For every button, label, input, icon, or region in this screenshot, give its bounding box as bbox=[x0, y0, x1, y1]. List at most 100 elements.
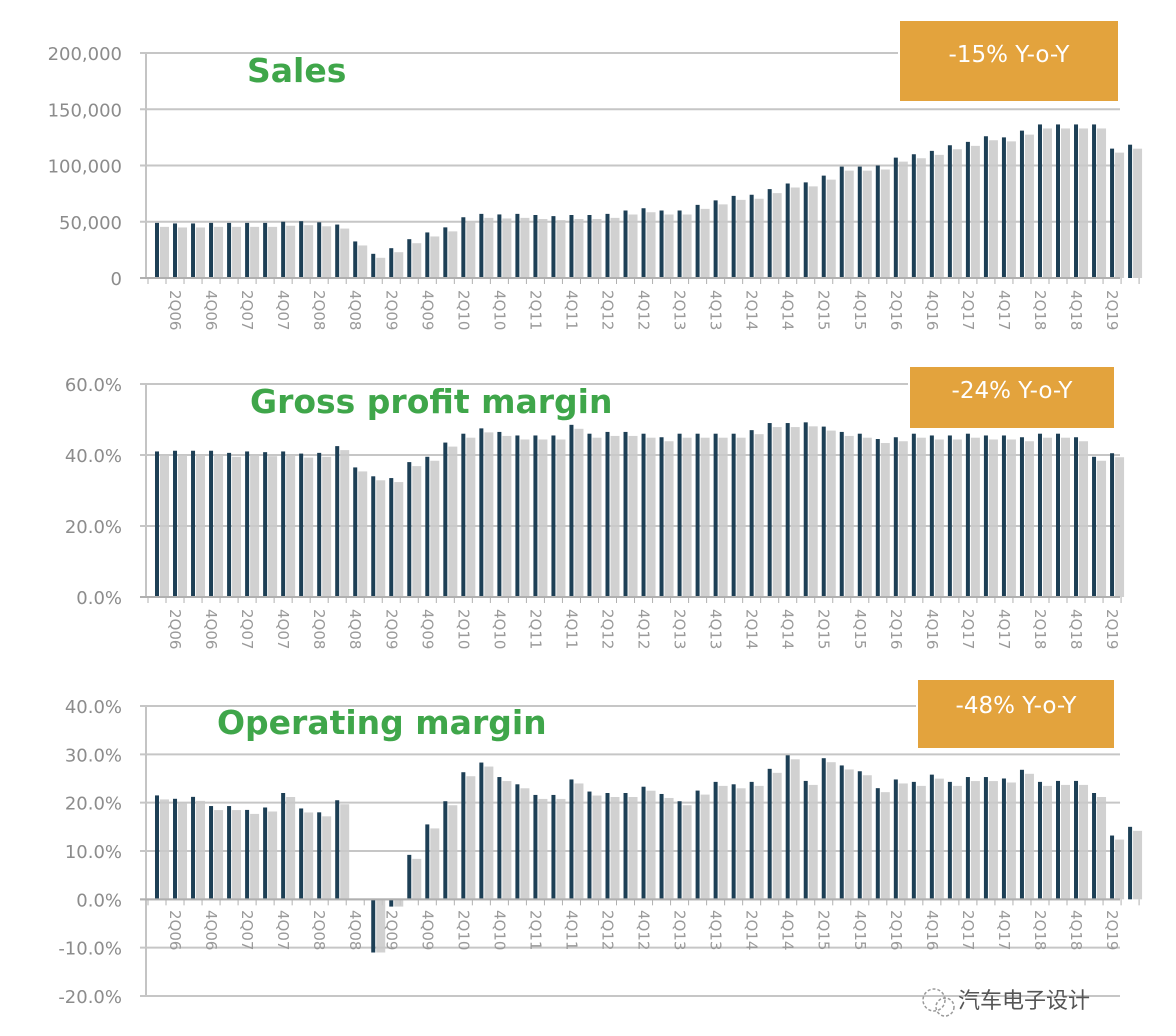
x-tick-label: 4Q17 bbox=[995, 609, 1013, 649]
bar-1Q07: 1Q07: 19.3 bbox=[227, 806, 232, 900]
bar-shadow bbox=[682, 805, 692, 900]
bar-shadow bbox=[880, 443, 890, 597]
bar-2Q14: 2Q14: 24.3 bbox=[749, 781, 754, 900]
bar-2Q06: 2Q06: 20.8 bbox=[173, 798, 178, 900]
y-tick-label: 0.0% bbox=[76, 588, 122, 609]
bar-2Q19: 2Q19: 40.5 bbox=[1110, 453, 1115, 597]
bar-shadow bbox=[502, 218, 512, 278]
bar-3Q07: 3Q07: 19 bbox=[263, 807, 268, 900]
x-tick-label: 4Q13 bbox=[707, 910, 725, 950]
bar-2Q16: 2Q16: 24.8 bbox=[893, 779, 898, 900]
bar-1Q12: 1Q12: 56000 bbox=[587, 215, 592, 278]
x-tick-label: 4Q14 bbox=[779, 910, 797, 950]
gross-margin-yoy-text: -24% Y-o-Y bbox=[952, 378, 1074, 404]
bar-shadow bbox=[664, 214, 674, 278]
bar-shadow bbox=[394, 482, 404, 597]
bar-shadow bbox=[754, 434, 764, 597]
sales-yoy-text: -15% Y-o-Y bbox=[949, 42, 1071, 68]
x-tick-label: 2Q17 bbox=[959, 910, 977, 950]
bar-3Q15: 3Q15: 46.5 bbox=[839, 431, 844, 597]
x-tick-label: 4Q12 bbox=[635, 290, 653, 330]
x-tick-label: 2Q18 bbox=[1031, 910, 1049, 950]
x-tick-label: 2Q18 bbox=[1031, 290, 1049, 330]
bar-3Q14: 3Q14: 27 bbox=[767, 768, 772, 900]
bar-shadow bbox=[160, 799, 169, 900]
bar-shadow bbox=[214, 454, 224, 597]
bar-3Q11: 3Q11: 21.6 bbox=[551, 794, 556, 900]
x-tick-label: 2Q08 bbox=[310, 290, 328, 330]
bar-4Q15: 4Q15: 46 bbox=[857, 433, 862, 597]
bar-4Q12: 4Q12: 46 bbox=[641, 433, 646, 597]
x-tick-label: 2Q09 bbox=[382, 290, 400, 330]
bar-shadow bbox=[268, 811, 278, 900]
bar-shadow bbox=[682, 437, 692, 597]
bar-shadow bbox=[376, 257, 386, 278]
bar-shadow bbox=[1115, 457, 1125, 597]
bar-2Q10: 2Q10: 46 bbox=[461, 433, 466, 597]
bar-1Q18: 1Q18: 131000 bbox=[1019, 130, 1024, 278]
bar-1Q19: 1Q19: 136500 bbox=[1092, 124, 1097, 278]
bar-shadow bbox=[988, 781, 998, 900]
x-tick-label: 4Q18 bbox=[1067, 609, 1085, 649]
bar-3Q08: 3Q08: 20.5 bbox=[335, 800, 340, 900]
bar-4Q10: 4Q10: 46.5 bbox=[497, 431, 502, 597]
bar-shadow bbox=[538, 219, 548, 278]
x-tick-label: 2Q16 bbox=[887, 609, 905, 649]
bar-2Q15: 2Q15: 48 bbox=[821, 426, 826, 597]
bar-1Q14: 1Q14: 46 bbox=[731, 433, 736, 597]
bar-2Q07: 2Q07: 18.5 bbox=[245, 809, 250, 900]
bar-shadow bbox=[628, 797, 638, 900]
bar-shadow bbox=[232, 226, 242, 278]
bar-shadow bbox=[502, 435, 512, 597]
bar-shadow bbox=[448, 446, 458, 597]
bar-shadow bbox=[340, 450, 350, 597]
bar-2Q08: 2Q08: 40.6 bbox=[317, 452, 322, 597]
bar-4Q11: 4Q11: 24.8 bbox=[569, 779, 574, 900]
bar-1Q14: 1Q14: 73000 bbox=[731, 195, 736, 278]
x-tick-label: 2Q09 bbox=[382, 910, 400, 950]
bar-3Q18: 3Q18: 24.5 bbox=[1056, 780, 1060, 900]
bar-4Q16: 4Q16: 45.5 bbox=[929, 435, 934, 597]
bar-shadow bbox=[736, 788, 746, 900]
x-tick-label: 4Q06 bbox=[202, 290, 220, 330]
bar-shadow bbox=[484, 217, 494, 278]
bar-shadow bbox=[430, 460, 440, 597]
y-tick-label: 40.0% bbox=[65, 697, 122, 718]
bar-shadow bbox=[358, 245, 368, 278]
bar-3Q11: 3Q11: 45.5 bbox=[551, 435, 556, 597]
x-tick-label: 4Q10 bbox=[490, 609, 508, 649]
bar-shadow bbox=[1042, 437, 1052, 597]
bar-shadow bbox=[520, 217, 530, 278]
bar-shadow bbox=[1079, 784, 1089, 900]
bar-2Q09: 2Q09: -1.5 bbox=[389, 899, 394, 907]
bar-shadow bbox=[646, 790, 656, 900]
bar-2Q19: 2Q19: 115000 bbox=[1110, 148, 1115, 278]
bar-2Q13: 2Q13: 60000 bbox=[677, 210, 682, 278]
bar-3Q08: 3Q08: 47500 bbox=[335, 224, 340, 278]
bar-shadow bbox=[1097, 128, 1107, 278]
bar-4Q06: 4Q06: 19.3 bbox=[209, 806, 214, 900]
bar-shadow bbox=[826, 762, 836, 900]
bar-shadow bbox=[196, 227, 206, 278]
bar-undefined: undefined: 15 bbox=[1128, 826, 1133, 900]
x-tick-label: 2Q11 bbox=[526, 290, 544, 330]
bar-shadow bbox=[970, 437, 980, 597]
bar-3Q08: 3Q08: 42.5 bbox=[335, 446, 340, 597]
operating-margin-yoy-badge: -48% Y-o-Y bbox=[918, 680, 1114, 748]
bar-3Q12: 3Q12: 22 bbox=[623, 793, 628, 900]
bar-shadow bbox=[898, 783, 908, 900]
bar-3Q11: 3Q11: 55000 bbox=[551, 216, 556, 278]
bar-3Q16: 3Q16: 46 bbox=[911, 433, 916, 597]
x-tick-label: 2Q09 bbox=[382, 609, 400, 649]
bar-shadow bbox=[466, 221, 476, 278]
bar-3Q13: 3Q13: 65000 bbox=[695, 204, 700, 278]
bar-3Q10: 3Q10: 28.3 bbox=[479, 762, 484, 900]
bar-2Q13: 2Q13: 46 bbox=[677, 433, 682, 597]
bar-shadow bbox=[556, 220, 566, 278]
bar-shadow bbox=[718, 437, 728, 597]
bar-shadow bbox=[1097, 797, 1107, 900]
x-tick-label: 4Q16 bbox=[923, 609, 941, 649]
bar-2Q14: 2Q14: 47 bbox=[749, 430, 754, 597]
x-tick-label: 2Q08 bbox=[310, 609, 328, 649]
bar-shadow bbox=[646, 437, 656, 597]
